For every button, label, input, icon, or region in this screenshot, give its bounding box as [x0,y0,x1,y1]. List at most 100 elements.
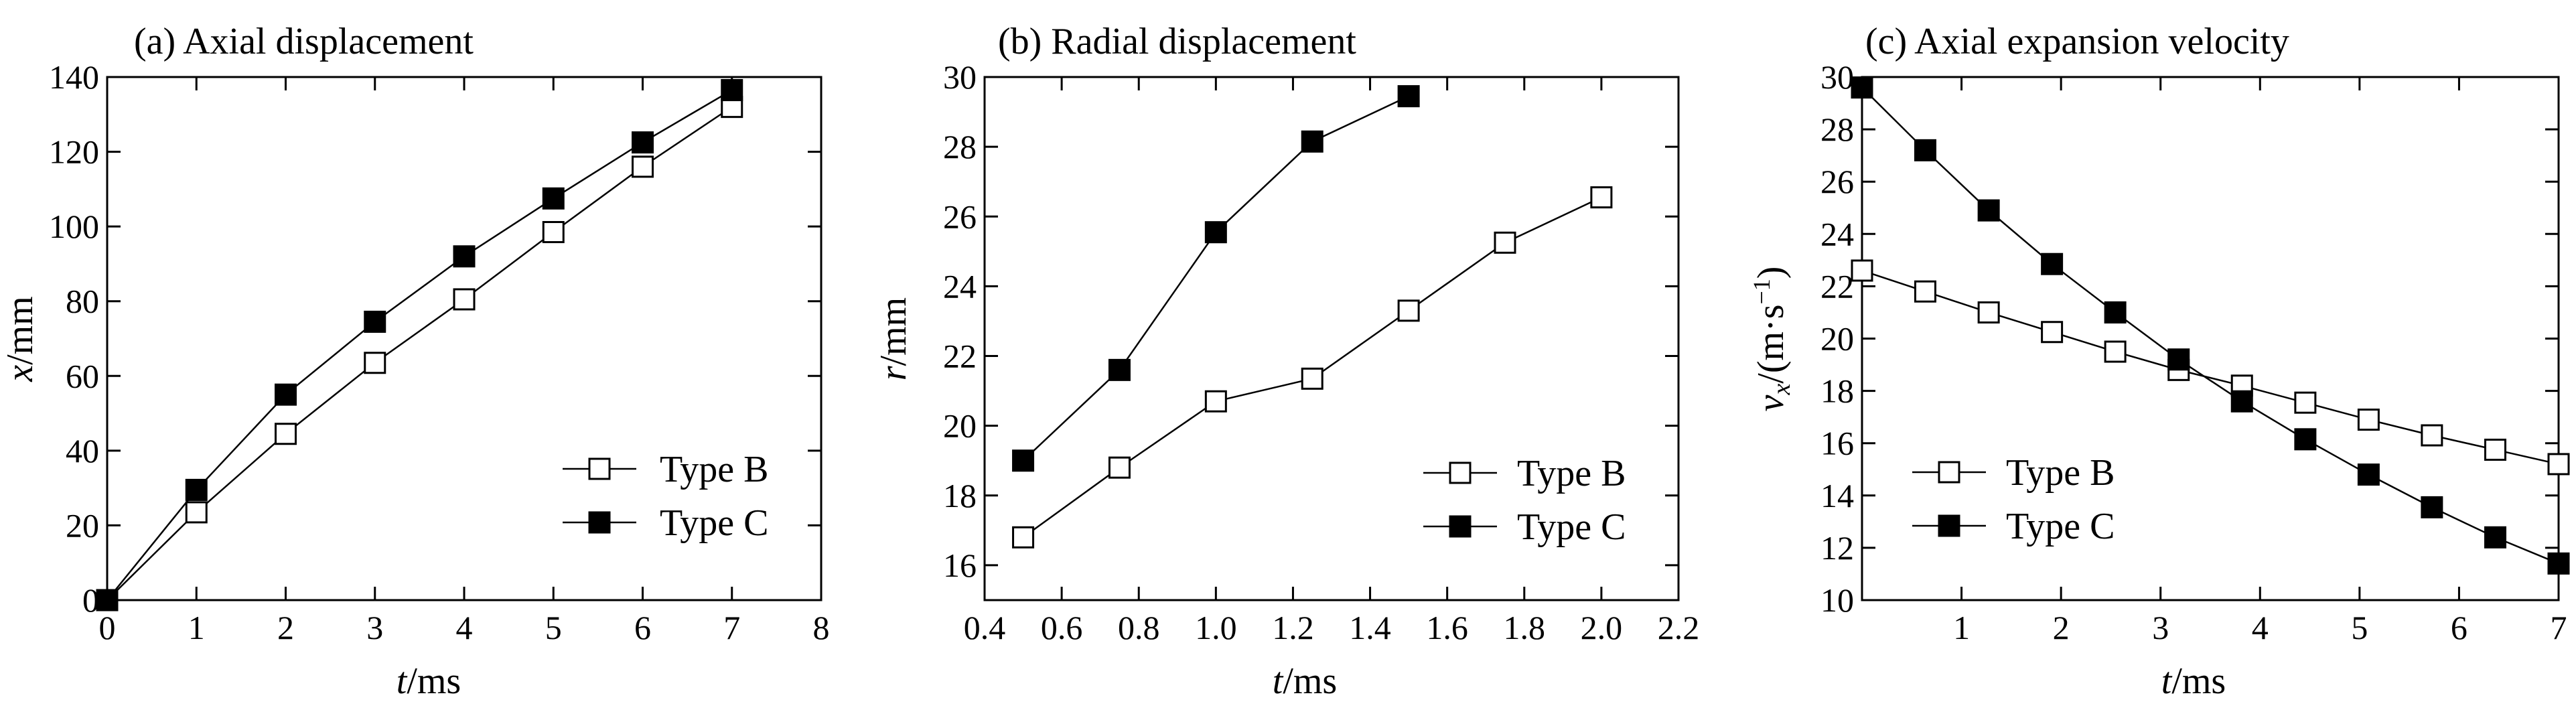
y-axis-unit: /mm [873,297,914,366]
legend-label: Type C [1517,506,1626,548]
data-point-filled [364,310,386,333]
data-point-open [2041,321,2064,344]
y-axis-close: ) [1750,267,1792,279]
legend-marker [1449,515,1472,538]
data-point-filled [542,187,565,210]
data-point-filled [2167,348,2190,371]
data-point-filled [275,383,297,406]
plot-frame [983,76,1680,601]
y-axis-var: r [873,366,914,380]
y-tick-label: 30 [1820,58,1854,96]
y-tick-label: 18 [943,477,977,514]
legend-label: Type B [2006,452,2115,494]
x-tick-label: 1 [188,609,205,646]
x-tick-label: 4 [2252,609,2269,646]
x-tick-label: 0.6 [1041,609,1083,646]
chart-panel-2: (b) Radial displacement 0.4 0.6 0.8 1.0 1.2 1.… [873,21,1699,702]
series-type-b [1851,259,2570,476]
y-tick-label: 14 [1820,477,1854,514]
x-tick-label: 2 [2053,609,2070,646]
data-point-open [2357,409,2380,431]
y-tick-label: 60 [66,357,99,394]
data-point-filled [632,131,654,154]
y-tick-label: 28 [943,128,977,165]
x-tick-label: 1.8 [1504,609,1546,646]
data-point-open [275,423,297,445]
legend-marker [1938,514,1960,537]
data-point-filled [2484,526,2507,549]
data-point-filled [1204,221,1227,244]
y-tick-label: 30 [943,58,977,96]
legend-marker [1449,461,1472,484]
series-type-c [96,79,743,612]
x-tick-label: 7 [723,609,740,646]
legend-marker [588,457,611,480]
data-point-filled [2230,390,2253,413]
legend-label: Type C [2006,506,2115,547]
y-axis-unit: /mm [0,296,41,365]
series-line [1861,269,2559,465]
data-point-open [2547,453,2570,476]
x-tick-label: 8 [813,609,830,646]
data-point-filled [1977,199,2000,222]
legend: Type B Type C [1423,453,1626,548]
y-tick-label: 100 [49,208,99,245]
data-point-open [1851,259,1873,282]
x-axis-var: t [1273,660,1284,702]
data-point-open [2421,424,2443,447]
legend-marker [588,511,611,534]
y-axis-var: v [1750,394,1792,411]
x-tick-label: 0.4 [964,609,1006,646]
legend-label: Type B [660,449,769,490]
y-tick-label: 26 [1820,163,1854,200]
series-line [106,89,733,601]
y-tick-label: 20 [66,506,99,544]
legend: Type B Type C [1912,452,2115,547]
y-axis-var: x [0,365,41,382]
series-type-c [1851,76,2570,575]
y-tick-label: 80 [66,283,99,320]
x-tick-label: 2.2 [1658,609,1700,646]
y-tick-label: 40 [66,432,99,470]
series-line [1861,86,2559,565]
y-tick-label: 140 [49,58,99,96]
y-tick-label: 22 [943,338,977,375]
x-tick-label: 3 [366,609,383,646]
chart-title: (a) Axial displacement [134,21,474,62]
y-tick-label: 28 [1820,111,1854,148]
x-tick-label: 2.0 [1581,609,1623,646]
x-tick-label: 6 [634,609,651,646]
data-point-open [1494,231,1516,254]
x-tick-label: 5 [545,609,562,646]
data-point-open [2294,391,2317,414]
x-tick-label: 1.0 [1195,609,1237,646]
y-tick-label: 26 [943,198,977,235]
x-tick-label: 0 [99,609,116,646]
series-line [106,106,733,601]
y-tick-label: 12 [1820,529,1854,567]
data-point-filled [2041,253,2064,275]
y-axis-superscript: −1 [1748,279,1775,304]
legend-marker [1938,461,1960,484]
legend: Type B Type C [563,449,769,544]
y-axis-label: vx/(m·s−1) [1748,267,1796,412]
y-tick-label: 18 [1820,372,1854,410]
y-tick-label: 16 [1820,425,1854,462]
x-axis-label: t/ms [397,660,461,702]
data-point-open [542,221,565,244]
x-tick-label: 4 [456,609,473,646]
data-point-open [1590,186,1613,209]
y-tick-label: 120 [49,133,99,171]
y-axis-label: r/mm [873,297,914,380]
data-point-open [1977,301,2000,324]
data-point-open [453,288,476,311]
y-axis-subscript: x [1768,384,1796,396]
data-point-open [1204,390,1227,413]
data-point-open [632,155,654,178]
data-point-filled [2421,496,2443,518]
x-tick-label: 6 [2451,609,2467,646]
data-point-filled [185,478,208,501]
data-point-open [1108,456,1131,479]
data-point-filled [1108,358,1131,381]
